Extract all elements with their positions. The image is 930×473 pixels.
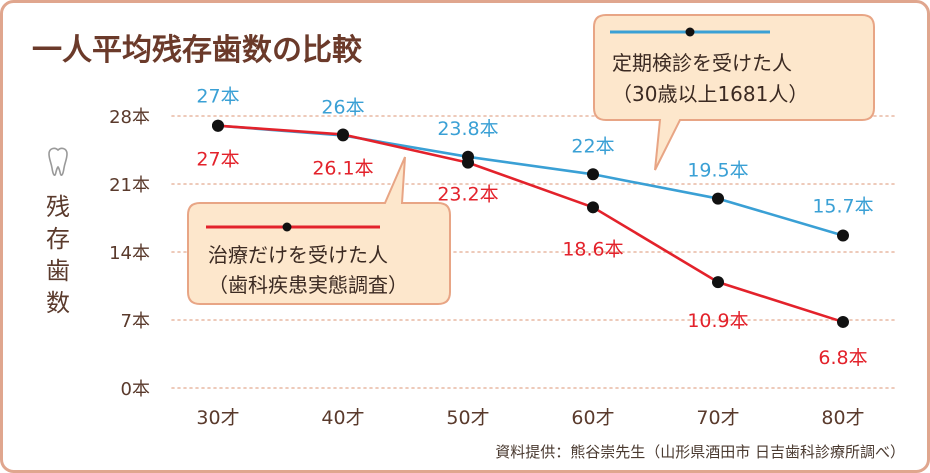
legend-callout-treatment: 治療だけを受けた人 （歯科疾患実態調査）	[187, 156, 451, 305]
data-label-treatment: 10.9本	[687, 310, 748, 332]
data-label-treatment: 23.2本	[437, 184, 498, 206]
data-label-checkup: 19.5本	[687, 160, 748, 182]
y-tick-label: 7本	[121, 311, 150, 332]
y-axis-label-char: 存	[46, 225, 70, 253]
x-tick-label: 80才	[821, 407, 864, 429]
series-layer	[212, 119, 849, 328]
y-axis-label-char: 歯	[46, 257, 70, 285]
data-label-checkup: 26本	[321, 96, 364, 118]
data-label-treatment: 6.8本	[818, 347, 867, 369]
data-label-checkup: 27本	[196, 86, 239, 108]
data-label-treatment: 18.6本	[562, 238, 623, 260]
chart-title: 一人平均残存歯数の比較	[32, 33, 363, 68]
y-tick-label: 0本	[121, 379, 150, 400]
y-tick-labels: 0本 7本 14本 21本 28本	[109, 107, 150, 400]
data-label-checkup: 15.7本	[812, 195, 873, 217]
point-treatment	[712, 276, 724, 289]
x-tick-label: 60才	[571, 407, 614, 429]
series-line-treatment	[217, 124, 844, 324]
legend-note-checkup: （30歳以上1681人）	[612, 82, 808, 106]
legend-note-treatment: （歯科疾患実態調査）	[208, 273, 408, 297]
legend-label-treatment: 治療だけを受けた人	[208, 243, 388, 267]
x-tick-label: 30才	[196, 407, 239, 429]
legend-marker-treatment	[282, 222, 292, 232]
tooth-icon	[48, 147, 68, 177]
point-treatment	[337, 128, 349, 141]
y-axis-label: 残存歯数	[46, 193, 70, 317]
source-note: 資料提供：熊谷崇先生（山形県酒田市 日吉歯科診療所調べ）	[495, 443, 905, 461]
y-tick-label: 28本	[109, 107, 150, 128]
point-checkup	[837, 229, 849, 242]
point-treatment	[212, 119, 224, 132]
x-tick-label: 50才	[446, 407, 489, 429]
y-axis-label-char: 残	[46, 193, 70, 221]
y-tick-label: 14本	[109, 243, 150, 264]
point-checkup	[712, 192, 724, 205]
x-tick-label: 70才	[696, 407, 739, 429]
point-treatment	[462, 156, 474, 169]
legend-callout-checkup: 定期検診を受けた人 （30歳以上1681人）	[593, 14, 875, 171]
point-treatment	[587, 201, 599, 214]
point-treatment	[837, 315, 849, 328]
data-label-checkup: 22本	[571, 135, 614, 157]
data-label-treatment: 26.1本	[312, 157, 373, 179]
x-tick-labels: 30才 40才 50才 60才 70才 80才	[196, 407, 864, 429]
point-checkup	[587, 168, 599, 181]
data-label-treatment: 27本	[196, 149, 239, 171]
x-tick-label: 40才	[321, 407, 364, 429]
y-axis-label-char: 数	[46, 289, 70, 317]
data-labels: 27本 26本 23.8本 22本 19.5本 15.7本 27本 26.1本 23.2本 18.…	[196, 86, 873, 369]
legend-marker-checkup	[685, 27, 695, 37]
y-tick-label: 21本	[109, 175, 150, 196]
legend-label-checkup: 定期検診を受けた人	[612, 51, 792, 75]
data-label-checkup: 23.8本	[437, 118, 498, 140]
